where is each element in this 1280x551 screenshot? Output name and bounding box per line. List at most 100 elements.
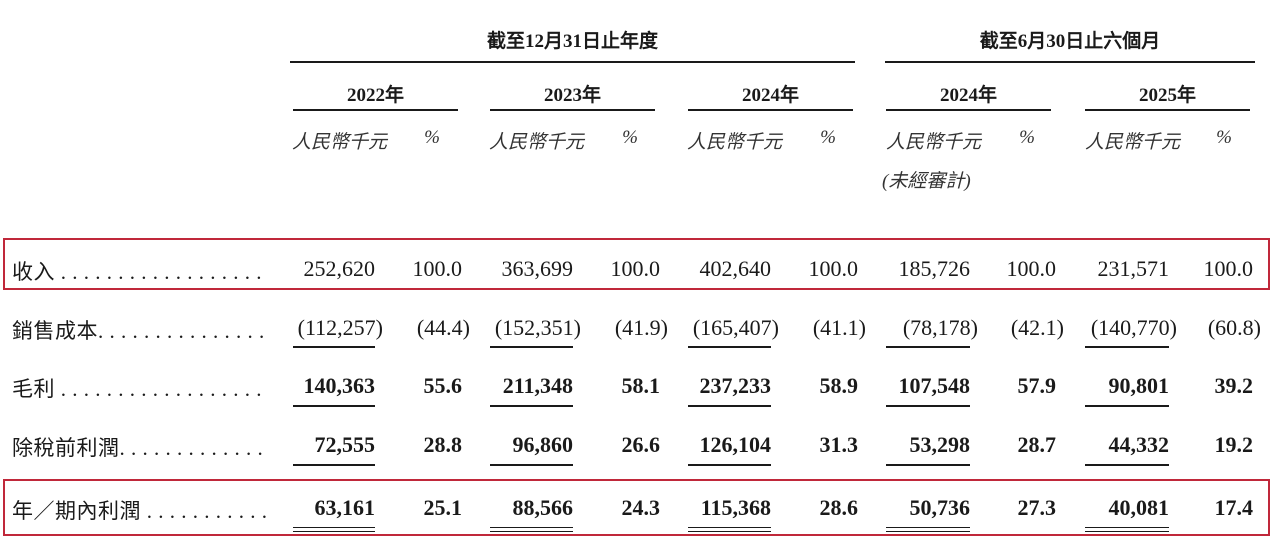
value-cell: (165,407) [692,315,779,340]
value-cell: 100.0 [412,256,463,281]
unit-amount-2023: 人民幣千元 [489,132,585,153]
unit-amount-2024-interim: 人民幣千元 [886,132,982,153]
value-cell: 58.9 [819,373,859,398]
total-double-rule [886,527,970,532]
annual-period-header: 截至12月31日止年度 [486,31,658,52]
unit-amount-2024: 人民幣千元 [687,132,783,153]
value-cell: (152,351) [494,315,581,340]
interim-period-rule [885,61,1255,63]
value-cell: 44,332 [1108,432,1170,457]
value-cell: 126,104 [699,432,772,457]
value-cell: 27.3 [1017,495,1057,520]
total-double-rule [688,527,771,532]
subtotal-rule [886,405,970,407]
value-cell: 28.7 [1017,432,1057,457]
unaudited-note: (未經審計) [882,171,971,192]
value-cell: 100.0 [610,256,661,281]
subtotal-rule [293,464,375,466]
value-cell: 28.8 [423,432,463,457]
year-header-2022: 2022年 [346,85,404,106]
year-rule-2024 [688,109,853,111]
subtotal-rule [1085,405,1169,407]
value-cell: 63,161 [314,495,376,520]
row-label: 銷售成本. . . . . . . . . . . . . . . [12,319,265,343]
year-rule-2022 [293,109,458,111]
interim-period-header: 截至6月30日止六個月 [979,31,1161,52]
value-cell: (42.1) [1010,315,1064,340]
subtotal-rule [886,346,970,348]
value-cell: 100.0 [808,256,859,281]
unit-pct-2025-interim: % [1216,127,1232,148]
unit-amount-2025-interim: 人民幣千元 [1085,132,1181,153]
subtotal-rule [293,405,375,407]
year-rule-2024-interim [886,109,1051,111]
value-cell: 100.0 [1006,256,1057,281]
value-cell: 140,363 [303,373,376,398]
subtotal-rule [490,346,573,348]
unit-pct-2023: % [622,127,638,148]
unit-pct-2022: % [424,127,440,148]
value-cell: 185,726 [898,256,971,281]
total-double-rule [490,527,573,532]
value-cell: 58.1 [621,373,661,398]
value-cell: 100.0 [1203,256,1254,281]
subtotal-rule [886,464,970,466]
value-cell: 24.3 [621,495,661,520]
annual-period-rule [290,61,855,63]
unit-amount-2022: 人民幣千元 [292,132,388,153]
value-cell: 237,233 [699,373,772,398]
subtotal-rule [688,405,771,407]
value-cell: 88,566 [512,495,574,520]
value-cell: 19.2 [1214,432,1254,457]
subtotal-rule [490,464,573,466]
value-cell: 252,620 [303,256,376,281]
highlight-revenue-row [3,238,1270,290]
year-header-2024-interim: 2024年 [939,85,997,106]
value-cell: (60.8) [1207,315,1261,340]
value-cell: (41.9) [614,315,668,340]
value-cell: 231,571 [1097,256,1170,281]
value-cell: (78,178) [902,315,978,340]
value-cell: 402,640 [699,256,772,281]
value-cell: 55.6 [423,373,463,398]
value-cell: 25.1 [423,495,463,520]
value-cell: 26.6 [621,432,661,457]
row-label: 年／期內利潤 . . . . . . . . . . . [12,499,268,523]
year-header-2023: 2023年 [543,85,601,106]
value-cell: 90,801 [1108,373,1170,398]
value-cell: 40,081 [1108,495,1170,520]
value-cell: (112,257) [297,315,383,340]
subtotal-rule [293,346,375,348]
subtotal-rule [688,346,771,348]
value-cell: 107,548 [898,373,971,398]
value-cell: (140,770) [1090,315,1177,340]
value-cell: (41.1) [812,315,866,340]
value-cell: 17.4 [1214,495,1254,520]
value-cell: (44.4) [416,315,470,340]
value-cell: 115,368 [700,495,771,520]
total-double-rule [293,527,375,532]
value-cell: 57.9 [1017,373,1057,398]
value-cell: 211,348 [502,373,573,398]
value-cell: 39.2 [1214,373,1254,398]
highlight-profit-row [3,479,1270,536]
row-label: 除稅前利潤. . . . . . . . . . . . . [12,436,264,460]
unit-pct-2024: % [820,127,836,148]
value-cell: 53,298 [909,432,971,457]
year-header-2025-interim: 2025年 [1138,85,1196,106]
value-cell: 31.3 [819,432,859,457]
unit-pct-2024-interim: % [1019,127,1035,148]
subtotal-rule [688,464,771,466]
row-label: 收入 . . . . . . . . . . . . . . . . . . [12,260,262,284]
subtotal-rule [490,405,573,407]
subtotal-rule [1085,346,1169,348]
total-double-rule [1085,527,1169,532]
value-cell: 28.6 [819,495,859,520]
subtotal-rule [1085,464,1169,466]
value-cell: 50,736 [909,495,971,520]
value-cell: 72,555 [314,432,376,457]
value-cell: 363,699 [501,256,574,281]
year-rule-2025-interim [1085,109,1250,111]
year-header-2024: 2024年 [741,85,799,106]
value-cell: 96,860 [512,432,574,457]
